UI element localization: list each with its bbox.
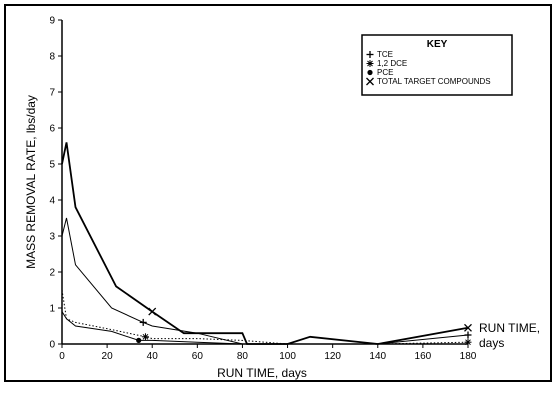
series-point-0 [464, 331, 472, 339]
run-time-annotation-line2: days [479, 336, 504, 350]
x-tick-label: 140 [369, 351, 386, 362]
legend-marker-1 [366, 60, 374, 67]
x-tick-label: 0 [59, 351, 65, 362]
x-tick-label: 160 [415, 351, 432, 362]
y-tick-label: 2 [49, 268, 55, 279]
series-point-1 [464, 338, 472, 346]
series-point-0 [139, 318, 147, 326]
y-tick-label: 7 [49, 88, 55, 99]
x-tick-label: 80 [237, 351, 249, 362]
y-tick-label: 0 [49, 340, 55, 351]
legend-marker-0 [366, 51, 374, 58]
series-point-3 [464, 323, 472, 332]
y-tick-label: 6 [49, 124, 55, 135]
legend-marker-3 [366, 77, 374, 86]
legend-label-2: PCE [377, 68, 393, 77]
y-tick-label: 4 [49, 196, 55, 207]
x-axis-title: RUN TIME, days [217, 366, 307, 380]
y-axis-title: MASS REMOVAL RATE, lbs/day [24, 95, 38, 269]
series-line-1 [61, 289, 469, 345]
x-tick-label: 100 [279, 351, 296, 362]
series-line-0 [61, 217, 469, 345]
x-tick-label: 120 [324, 351, 341, 362]
y-tick-label: 1 [49, 304, 55, 315]
x-tick-label: 180 [460, 351, 477, 362]
y-tick-label: 8 [49, 52, 55, 63]
y-tick-label: 3 [49, 232, 55, 243]
legend-label-3: TOTAL TARGET COMPOUNDS [377, 77, 491, 86]
x-tick-label: 60 [192, 351, 204, 362]
legend-label-0: TCE [377, 50, 393, 59]
series-point-1 [141, 333, 149, 341]
legend-marker-2 [367, 69, 373, 76]
series-point-3 [148, 307, 157, 316]
series-line-2 [61, 311, 468, 345]
x-tick-label: 40 [147, 351, 159, 362]
y-tick-label: 5 [49, 160, 55, 171]
y-tick-label: 9 [49, 16, 55, 27]
legend-label-1: 1,2 DCE [377, 59, 407, 68]
series-point-2 [136, 337, 142, 343]
legend-box [361, 34, 513, 96]
run-time-annotation-line1: RUN TIME, [479, 321, 540, 335]
legend-title: KEY [427, 39, 448, 50]
series-line-3 [61, 142, 469, 345]
x-tick-label: 20 [102, 351, 114, 362]
